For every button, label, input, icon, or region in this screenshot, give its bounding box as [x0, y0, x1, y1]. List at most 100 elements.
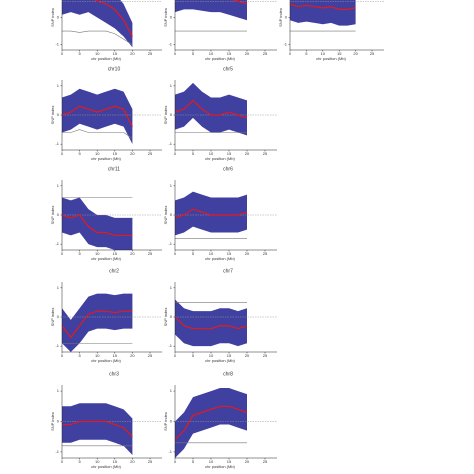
y-tick-label: -1	[168, 141, 172, 146]
x-tick-label: 20	[245, 251, 250, 256]
panel-title: chr8	[223, 371, 233, 377]
y-tick-label: -1	[283, 42, 287, 47]
x-tick-label: 0	[61, 151, 64, 156]
x-tick-label: 20	[130, 251, 135, 256]
x-tick-label: 10	[95, 151, 100, 156]
x-tick-label: 20	[245, 459, 250, 464]
x-tick-label: 15	[113, 51, 118, 56]
x-tick-label: 15	[227, 251, 232, 256]
x-axis-label: chr position (Mb)	[205, 464, 235, 469]
x-tick-label: 10	[209, 51, 214, 56]
y-tick-label: -1	[55, 449, 59, 454]
snp-cloud	[62, 88, 133, 145]
x-tick-label: 5	[192, 459, 195, 464]
y-tick-label: -1	[168, 343, 172, 348]
panel-title: chr7	[223, 268, 233, 274]
y-axis-label: SNP index	[50, 8, 55, 27]
x-axis-label: chr position (Mb)	[205, 358, 235, 363]
snp-cloud	[62, 403, 133, 455]
panel-title: chr11	[108, 166, 120, 172]
snp-cloud	[175, 388, 247, 458]
x-tick-label: 20	[130, 151, 135, 156]
x-tick-label: 25	[370, 51, 375, 56]
x-axis-label: chr position (Mb)	[316, 56, 346, 61]
x-tick-label: 0	[61, 251, 64, 256]
x-tick-label: 25	[263, 51, 268, 56]
y-axis-label: SNP index	[163, 106, 168, 125]
y-tick-label: 0	[285, 15, 288, 20]
x-tick-label: 10	[95, 251, 100, 256]
x-tick-label: 5	[78, 151, 81, 156]
panel-title: chr5	[223, 66, 233, 72]
y-tick-label: 1	[170, 285, 173, 290]
x-tick-label: 25	[148, 151, 153, 156]
x-axis-label: chr position (Mb)	[205, 256, 235, 261]
y-axis-label: SNP index	[163, 8, 168, 27]
trend-line	[94, 0, 133, 37]
x-tick-label: 15	[113, 151, 118, 156]
snp-cloud	[175, 0, 247, 21]
x-axis-label: chr position (Mb)	[91, 358, 121, 363]
x-tick-label: 25	[148, 459, 153, 464]
x-tick-label: 10	[95, 353, 100, 358]
x-tick-label: 20	[130, 353, 135, 358]
x-tick-label: 15	[113, 459, 118, 464]
trend-line	[62, 420, 133, 438]
x-axis-label: chr position (Mb)	[91, 256, 121, 261]
x-tick-label: 10	[209, 353, 214, 358]
x-tick-label: 5	[78, 51, 81, 56]
x-tick-label: 0	[174, 459, 177, 464]
x-tick-label: 25	[263, 353, 268, 358]
y-tick-label: -1	[168, 449, 172, 454]
x-tick-label: 5	[78, 251, 81, 256]
x-tick-label: 20	[245, 353, 250, 358]
trend-line	[61, 105, 133, 127]
y-axis-label: SNP index	[50, 412, 55, 431]
x-tick-label: 5	[192, 51, 195, 56]
x-axis-label: chr position (Mb)	[91, 464, 121, 469]
y-tick-label: -1	[168, 42, 172, 47]
y-tick-label: -1	[55, 141, 59, 146]
x-tick-label: 5	[305, 51, 308, 56]
y-tick-label: 1	[170, 183, 173, 188]
y-axis-label: SNP index	[163, 308, 168, 327]
x-tick-label: 10	[209, 151, 214, 156]
x-tick-label: 15	[227, 51, 232, 56]
x-tick-label: 0	[289, 51, 292, 56]
y-tick-label: -1	[55, 343, 59, 348]
x-axis-label: chr position (Mb)	[205, 56, 235, 61]
y-tick-label: 0	[170, 314, 173, 319]
x-tick-label: 25	[263, 151, 268, 156]
y-axis-label: SNP index	[278, 8, 283, 27]
trend-line	[289, 3, 356, 10]
snp-cloud	[175, 299, 247, 347]
x-axis-label: chr position (Mb)	[91, 156, 121, 161]
y-axis-label: SNP index	[50, 206, 55, 225]
x-tick-label: 10	[209, 251, 214, 256]
x-tick-label: 0	[174, 51, 177, 56]
trend-line	[231, 0, 248, 5]
y-tick-label: 0	[170, 112, 173, 117]
y-tick-label: -1	[168, 241, 172, 246]
y-tick-label: 1	[57, 83, 60, 88]
snp-cloud	[175, 82, 247, 136]
y-axis-label: SNP index	[163, 206, 168, 225]
x-tick-label: 15	[227, 353, 232, 358]
x-tick-label: 10	[321, 51, 326, 56]
panel-title: chr6	[223, 166, 233, 172]
x-tick-label: 20	[353, 51, 358, 56]
y-tick-label: 1	[57, 388, 60, 393]
snp-cloud	[62, 0, 133, 48]
y-axis-label: SNP index	[50, 308, 55, 327]
trend-line	[174, 405, 248, 441]
y-axis-label: SNP index	[163, 412, 168, 431]
x-tick-label: 25	[263, 251, 268, 256]
x-tick-label: 25	[148, 353, 153, 358]
x-tick-label: 15	[113, 353, 118, 358]
panel-title: chr3	[109, 371, 119, 377]
